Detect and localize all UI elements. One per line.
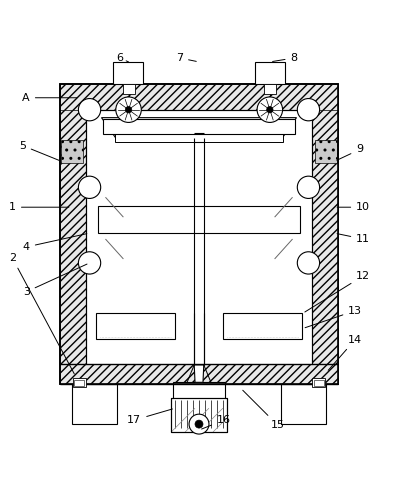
- Text: 16: 16: [201, 415, 231, 429]
- Text: 3: 3: [23, 264, 87, 297]
- Circle shape: [78, 252, 101, 274]
- Bar: [86, 110, 312, 365]
- Circle shape: [116, 97, 141, 123]
- Polygon shape: [101, 118, 297, 137]
- Text: 7: 7: [176, 53, 196, 63]
- Bar: [171, 398, 227, 432]
- Bar: [61, 139, 83, 164]
- Bar: [171, 398, 227, 432]
- Bar: [60, 84, 338, 110]
- Bar: [113, 62, 143, 84]
- Circle shape: [297, 252, 320, 274]
- Circle shape: [189, 414, 209, 434]
- Circle shape: [195, 420, 203, 428]
- Text: A: A: [22, 93, 77, 103]
- Text: 4: 4: [23, 234, 87, 252]
- Text: 2: 2: [9, 253, 74, 374]
- Bar: [96, 314, 175, 338]
- Text: 1: 1: [9, 202, 69, 212]
- Bar: [281, 384, 326, 424]
- Circle shape: [125, 107, 132, 113]
- Bar: [60, 365, 338, 384]
- Bar: [74, 380, 84, 385]
- Text: 12: 12: [305, 271, 370, 312]
- Bar: [123, 84, 135, 94]
- Bar: [314, 380, 324, 385]
- Circle shape: [297, 98, 320, 121]
- Circle shape: [78, 98, 101, 121]
- Bar: [73, 378, 86, 387]
- Bar: [72, 384, 117, 424]
- Bar: [103, 119, 295, 134]
- Bar: [264, 84, 276, 94]
- Text: 8: 8: [273, 53, 298, 63]
- Text: 14: 14: [328, 334, 362, 370]
- Bar: [60, 84, 86, 384]
- Bar: [115, 133, 283, 142]
- Bar: [223, 314, 302, 338]
- Bar: [312, 378, 325, 387]
- Text: 9: 9: [337, 144, 363, 160]
- Bar: [60, 365, 338, 384]
- Text: 15: 15: [243, 390, 285, 430]
- Text: 13: 13: [305, 306, 362, 328]
- Polygon shape: [194, 365, 204, 382]
- Bar: [60, 84, 338, 384]
- Text: 10: 10: [337, 202, 370, 212]
- Circle shape: [297, 176, 320, 199]
- Bar: [312, 84, 338, 384]
- Text: 17: 17: [127, 409, 172, 425]
- Circle shape: [257, 97, 283, 123]
- Bar: [255, 62, 285, 84]
- Bar: [315, 139, 337, 164]
- Bar: [60, 84, 338, 384]
- Text: 5: 5: [19, 140, 59, 161]
- Text: 6: 6: [116, 53, 129, 63]
- Text: 11: 11: [337, 234, 370, 244]
- Bar: [98, 206, 300, 233]
- Bar: [173, 382, 225, 408]
- Circle shape: [78, 176, 101, 199]
- Circle shape: [267, 107, 273, 113]
